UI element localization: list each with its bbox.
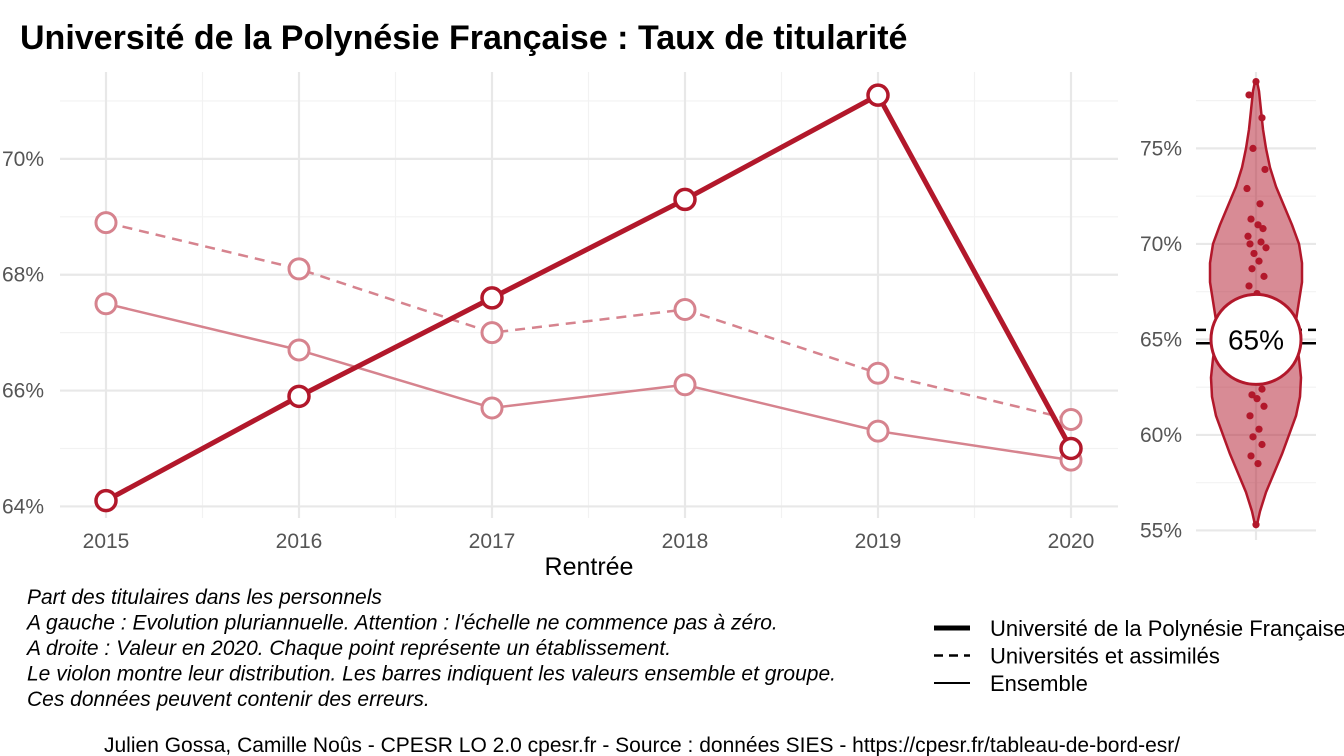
violin-point	[1248, 391, 1256, 399]
violin-point	[1243, 184, 1251, 193]
violin-point	[1260, 402, 1268, 410]
violin-point	[1245, 91, 1253, 99]
series-point	[866, 361, 890, 385]
x-tick-label: 2016	[276, 530, 323, 553]
series-point	[1059, 408, 1083, 432]
series-point	[1059, 436, 1083, 461]
legend: Université de la Polynésie Française Univ…	[934, 616, 1344, 696]
x-axis-title: Rentrée	[545, 553, 634, 581]
caption-line: Le violon montre leur distribution. Les …	[27, 663, 836, 686]
x-tick-label: 2020	[1048, 530, 1095, 553]
series-point	[480, 396, 504, 420]
violin-point	[1249, 433, 1257, 441]
violin-point	[1245, 282, 1253, 290]
violin-point	[1259, 225, 1267, 233]
violin-point	[1258, 385, 1266, 393]
y-tick-label: 70%	[2, 148, 44, 171]
violin-point	[1252, 77, 1260, 86]
x-tick-label: 2019	[855, 530, 902, 553]
credit: Julien Gossa, Camille Noûs - CPESR LO 2.…	[104, 734, 1180, 756]
series-point	[673, 297, 697, 321]
violin-point	[1252, 521, 1260, 529]
legend-label: Universités et assimilés	[990, 644, 1220, 669]
violin-panel: 55% 60% 65% 70% 75% 65%	[1140, 72, 1316, 542]
violin-point	[1254, 459, 1262, 468]
violin-point	[1246, 240, 1254, 248]
series-point	[480, 321, 504, 345]
violin-point	[1247, 452, 1255, 460]
violin-point	[1255, 257, 1263, 265]
y-tick-label: 64%	[2, 495, 44, 518]
series-point	[94, 211, 118, 235]
legend-label: Université de la Polynésie Française	[990, 616, 1344, 641]
violin-point	[1253, 395, 1261, 403]
highlight-circle	[1209, 292, 1303, 386]
violin-point	[1244, 232, 1252, 240]
violin-point	[1246, 412, 1254, 420]
series-line	[105, 302, 1072, 462]
x-tick-label: 2017	[469, 530, 516, 553]
x-tick-label: 2018	[662, 530, 709, 553]
violin-point	[1261, 165, 1269, 174]
series-point	[480, 286, 504, 310]
y-tick-label: 66%	[2, 380, 44, 403]
series-point	[866, 419, 890, 443]
highlight-label: 65%	[1228, 324, 1284, 355]
violin-point	[1248, 265, 1256, 273]
caption-line: A gauche : Evolution pluriannuelle. Atte…	[25, 612, 778, 635]
series-point	[287, 338, 311, 362]
violin-point	[1257, 238, 1265, 246]
y-tick-label: 68%	[2, 264, 44, 287]
series-point	[287, 257, 311, 281]
caption: Part des titulaires dans les personnels A…	[25, 586, 836, 711]
series-point	[673, 373, 697, 397]
series-line	[105, 221, 1072, 421]
violin-point	[1256, 200, 1264, 208]
caption-line: A droite : Valeur en 2020. Chaque point …	[25, 637, 671, 660]
violin-point	[1262, 244, 1270, 252]
legend-label: Ensemble	[990, 671, 1088, 696]
y-tick-label: 65%	[1140, 328, 1182, 351]
violin-point	[1249, 144, 1257, 153]
violin-point	[1255, 425, 1263, 433]
violin-point	[1258, 114, 1266, 122]
chart-title: Université de la Polynésie Française : T…	[20, 19, 907, 57]
y-tick-label: 55%	[1140, 519, 1182, 542]
y-tick-label: 70%	[1140, 233, 1182, 256]
violin-point	[1254, 221, 1262, 229]
series-point	[94, 292, 118, 316]
violin-point	[1247, 215, 1255, 223]
violin-point	[1260, 272, 1268, 280]
violin-point	[1250, 249, 1258, 258]
caption-line: Part des titulaires dans les personnels	[27, 586, 382, 609]
caption-line: Ces données peuvent contenir des erreurs…	[27, 688, 430, 711]
y-tick-label: 75%	[1140, 137, 1182, 160]
series-point	[287, 384, 311, 409]
x-tick-label: 2015	[83, 530, 130, 553]
series-point	[94, 488, 118, 513]
series-line	[104, 92, 1074, 503]
series-point	[673, 187, 697, 212]
y-tick-label: 60%	[1140, 424, 1182, 447]
series-point	[866, 83, 890, 107]
line-panel: 64% 66% 68% 70% 2015 2016 2017 2018 2019 2020 Rent…	[2, 72, 1118, 581]
violin-point	[1258, 440, 1266, 449]
